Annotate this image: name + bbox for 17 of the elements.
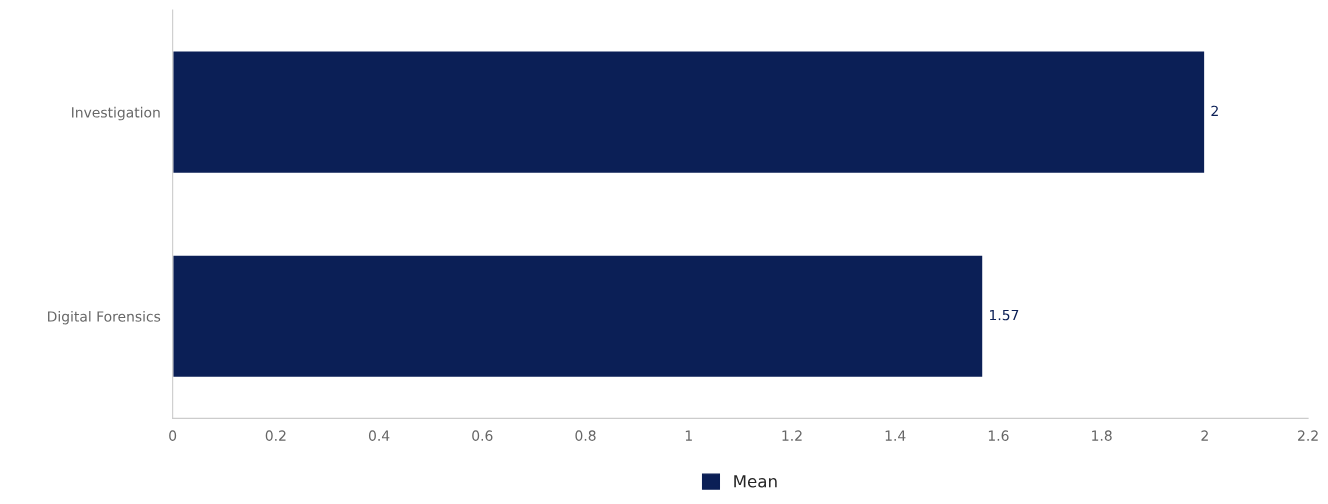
y-tick-label: Investigation xyxy=(72,106,160,121)
data-label: 2 xyxy=(1211,105,1218,116)
x-tick-label: 0 xyxy=(169,430,177,441)
x-tick-label: 1.8 xyxy=(1092,430,1112,441)
legend-label: Mean xyxy=(734,475,777,488)
y-tick-label: Digital Forensics xyxy=(48,310,161,325)
x-tick-label: 0.8 xyxy=(575,430,596,441)
x-tick-label: 2 xyxy=(1201,430,1208,441)
x-tick-label: 0.2 xyxy=(265,430,286,441)
x-tick-label: 1.2 xyxy=(782,430,802,441)
x-tick-label: 0.6 xyxy=(472,430,493,441)
x-tick-label: 2.2 xyxy=(1298,430,1318,441)
x-tick-label: 1 xyxy=(685,430,692,441)
x-tick-label: 1.4 xyxy=(885,430,906,441)
x-tick-label: 1.6 xyxy=(988,430,1009,441)
x-tick-label: 0.4 xyxy=(368,430,390,441)
data-label: 1.57 xyxy=(990,309,1019,321)
